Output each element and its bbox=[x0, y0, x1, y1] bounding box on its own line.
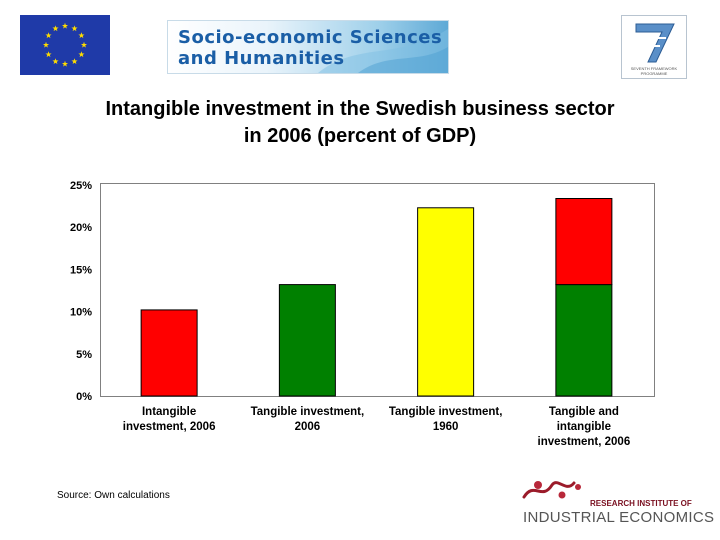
y-tick-label: 5% bbox=[76, 349, 92, 361]
y-tick-label: 10% bbox=[70, 307, 92, 319]
fp7-seven-icon bbox=[635, 23, 675, 63]
banner-wave-icon bbox=[318, 29, 448, 73]
bar-segment-2 bbox=[278, 284, 336, 397]
eu-star-icon bbox=[42, 41, 50, 48]
eu-star-icon bbox=[78, 51, 85, 58]
y-tick-label: 25% bbox=[70, 180, 92, 192]
bar-chart: 0% 5% 10% 15% 20% 25% Intangible investment, 20… bbox=[70, 180, 631, 448]
x-category-label: investment, 2006 bbox=[123, 421, 216, 433]
x-category-label: 2006 bbox=[295, 421, 321, 433]
eu-star-icon bbox=[61, 60, 69, 67]
eu-star-icon bbox=[45, 51, 52, 58]
x-category-label: Tangible and bbox=[549, 406, 619, 418]
y-tick-label: 15% bbox=[70, 264, 92, 276]
fp7-logo: SEVENTH FRAMEWORK PROGRAMME bbox=[621, 15, 687, 79]
y-tick-label: 0% bbox=[76, 391, 92, 403]
x-category-label: investment, 2006 bbox=[538, 436, 631, 448]
eu-flag-logo bbox=[20, 15, 110, 75]
rie-logo-bottom: INDUSTRIAL ECONOMICS bbox=[523, 509, 715, 526]
x-category-label: Tangible investment, bbox=[251, 406, 365, 418]
bar-segment-3 bbox=[417, 207, 475, 397]
fp7-caption: SEVENTH FRAMEWORK PROGRAMME bbox=[630, 66, 678, 76]
x-category-label: 1960 bbox=[433, 421, 459, 433]
eu-star-icon bbox=[52, 25, 59, 32]
bar-segment-4 bbox=[555, 198, 613, 286]
eu-star-icon bbox=[45, 32, 52, 39]
rie-leaf-icon bbox=[522, 481, 581, 499]
source-note: Source: Own calculations bbox=[57, 490, 170, 501]
eu-star-icon bbox=[78, 32, 85, 39]
x-category-label: Tangible investment, bbox=[389, 406, 503, 418]
eu-star-icon bbox=[71, 58, 78, 65]
eu-star-icon bbox=[61, 22, 69, 29]
ssh-banner-logo: Socio-economic Sciences and Humanities bbox=[167, 20, 449, 74]
x-category-label: intangible bbox=[557, 421, 611, 433]
eu-star-icon bbox=[71, 25, 78, 32]
banner-line2: and Humanities bbox=[178, 48, 345, 69]
eu-star-icon bbox=[80, 41, 88, 48]
y-tick-label: 20% bbox=[70, 222, 92, 234]
rie-logo-top: RESEARCH INSTITUTE OF bbox=[590, 499, 692, 508]
eu-star-icon bbox=[52, 58, 59, 65]
chart-title: Intangible investment in the Swedish bus… bbox=[105, 98, 615, 147]
bar-segment-4 bbox=[555, 284, 613, 397]
rie-logo: RESEARCH INSTITUTE OF INDUSTRIAL ECONOMI… bbox=[520, 475, 714, 530]
eu-stars-icon bbox=[42, 22, 88, 67]
banner-line1: Socio-economic Sciences bbox=[178, 27, 443, 48]
x-category-label: Intangible bbox=[142, 406, 196, 418]
bar-segment-1 bbox=[140, 309, 198, 397]
